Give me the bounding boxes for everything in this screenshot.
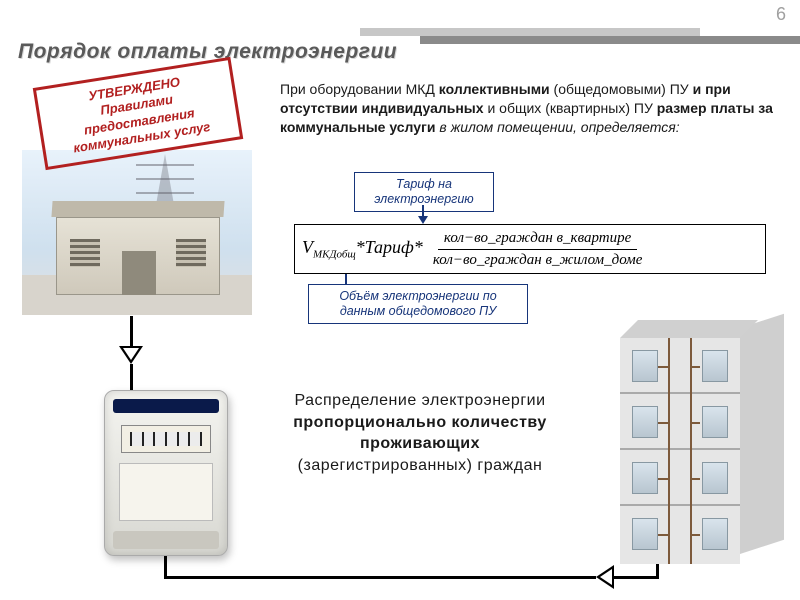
text-line-bold: пропорционально количеству проживающих <box>252 412 588 455</box>
electric-meter-illustration <box>104 390 228 556</box>
formula: VМКДобщ*Тариф* кол−во_граждан в_квартире… <box>302 226 758 272</box>
formula-denominator: кол−во_граждан в_жилом_доме <box>427 250 649 269</box>
text-line: (зарегистрированных) граждан <box>252 455 588 477</box>
text: (общедомовыми) ПУ <box>550 81 693 97</box>
formula-var: V <box>302 237 313 257</box>
volume-label-box: Объём электроэнергии по данным общедомов… <box>308 284 528 324</box>
formula-sub: МКДобщ <box>313 249 356 261</box>
distribution-text: Распределение электроэнергии пропорциона… <box>252 390 588 476</box>
connector-line <box>164 556 167 576</box>
intro-paragraph: При оборудовании МКД коллективными (обще… <box>280 80 784 137</box>
connector-line <box>130 316 133 346</box>
formula-numerator: кол−во_граждан в_квартире <box>438 230 637 250</box>
page-number: 6 <box>776 4 786 25</box>
tariff-label-box: Тариф на электроэнергию <box>354 172 494 212</box>
text-line: Распределение электроэнергии <box>252 390 588 412</box>
text-italic: в жилом помещении, определяется: <box>436 119 680 135</box>
triangle-down-icon <box>119 346 143 364</box>
connector-line <box>164 576 596 579</box>
text: и общих (квартирных) ПУ <box>484 100 657 116</box>
substation-illustration <box>22 150 252 315</box>
arrow-down-icon <box>418 216 428 224</box>
header-decor-bars <box>360 28 800 44</box>
formula-mid: *Тариф* <box>356 237 423 257</box>
text-bold: коллективными <box>439 81 550 97</box>
arrow-stem <box>345 274 347 284</box>
connector-line <box>130 364 133 390</box>
text: При оборудовании МКД <box>280 81 439 97</box>
apartment-building-illustration <box>606 320 788 578</box>
formula-fraction: кол−во_граждан в_квартире кол−во_граждан… <box>427 230 649 268</box>
